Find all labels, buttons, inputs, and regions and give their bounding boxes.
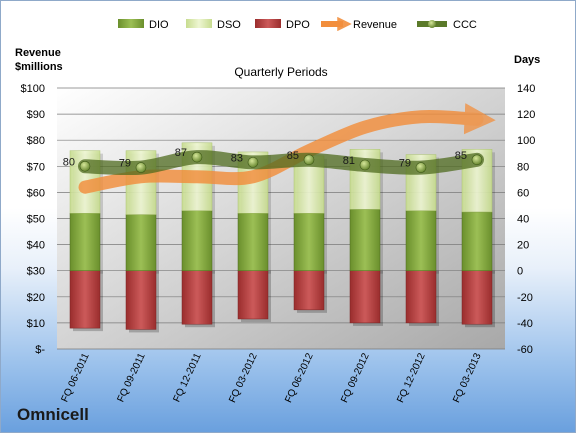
left-tick-label: $100 [21,83,45,95]
right-tick-label: 100 [517,135,535,147]
left-tick-label: $60 [27,187,45,199]
ccc-data-label: 81 [343,155,355,167]
ccc-point [79,161,91,172]
left-tick-label: $40 [27,240,45,252]
left-tick-label: $70 [27,161,45,173]
company-name: Omnicell [17,405,89,424]
legend-label-dpo: DPO [286,19,310,31]
ccc-point [471,154,483,166]
right-tick-label: -40 [517,318,533,330]
legend-swatch-ccc-dot [428,20,436,28]
left-axis-title-line1: Revenue [15,47,61,59]
bars [69,142,495,333]
left-tick-label: $- [35,344,45,356]
bar-dpo [293,270,325,311]
left-tick-label: $80 [27,135,45,147]
right-tick-label: -20 [517,292,533,304]
bar-dpo [461,270,493,325]
right-axis-title: Days [514,54,540,66]
bar-dio [461,211,493,271]
legend-swatch-dso [186,19,212,28]
ccc-point [415,162,427,173]
bar-dio [293,213,325,271]
legend-swatch-dpo [255,19,281,28]
right-tick-label: 140 [517,83,535,95]
category-label: FQ 06-2012 [283,351,316,404]
category-label: FQ 03-2013 [451,351,484,404]
right-tick-label: 80 [517,161,529,173]
legend-label-dio: DIO [149,19,169,31]
bar-dpo [349,270,381,324]
ccc-data-label: 80 [63,156,75,168]
bar-dpo [125,270,157,330]
left-tick-label: $50 [27,214,45,226]
legend-swatch-dio [118,19,144,28]
bar-dio [125,214,157,271]
left-tick-label: $20 [27,292,45,304]
category-label: FQ 09-2011 [116,351,148,404]
bar-dpo [69,270,101,329]
bar-dio [405,210,437,271]
lines: 80 79 87 83 85 81 79 85 [63,103,496,194]
ccc-data-label: 85 [287,150,299,162]
right-tick-label: 40 [517,214,529,226]
right-tick-label: 0 [517,266,523,278]
ccc-point [303,154,315,166]
bar-dpo [405,270,437,324]
legend-label-ccc: CCC [453,19,477,31]
legend: DIO DSO DPO Revenue CCC [118,16,477,32]
right-tick-label: 120 [517,109,535,121]
ccc-point [359,159,371,171]
left-tick-label: $10 [27,318,45,330]
category-label: FQ 12-2012 [395,351,428,404]
ccc-point [247,157,259,168]
bar-dio [237,213,269,271]
bar-dpo [181,270,213,325]
left-tick-label: $90 [27,109,45,121]
bar-dio [349,209,381,271]
legend-label-revenue: Revenue [353,19,397,31]
ccc-data-label: 79 [399,158,411,170]
legend-label-dso: DSO [217,19,241,31]
ccc-point [191,151,203,163]
bar-dpo [237,270,269,320]
right-tick-label: -60 [517,344,533,356]
bar-dio [181,210,213,271]
chart-title: Quarterly Periods [234,65,327,79]
category-label: FQ 12-2011 [172,351,204,404]
category-label: FQ 03-2012 [227,351,260,404]
bar-dio [69,213,101,271]
ccc-point [135,162,147,173]
left-axis-title-line2: $millions [15,61,63,73]
ccc-data-label: 83 [231,152,243,164]
ccc-data-label: 85 [455,150,467,162]
right-tick-label: 20 [517,240,529,252]
right-tick-label: 60 [517,187,529,199]
left-tick-label: $30 [27,266,45,278]
ccc-data-label: 79 [119,158,131,170]
category-label: FQ 06-2011 [60,351,92,404]
category-label: FQ 09-2012 [339,351,372,404]
ccc-data-label: 87 [175,147,187,159]
